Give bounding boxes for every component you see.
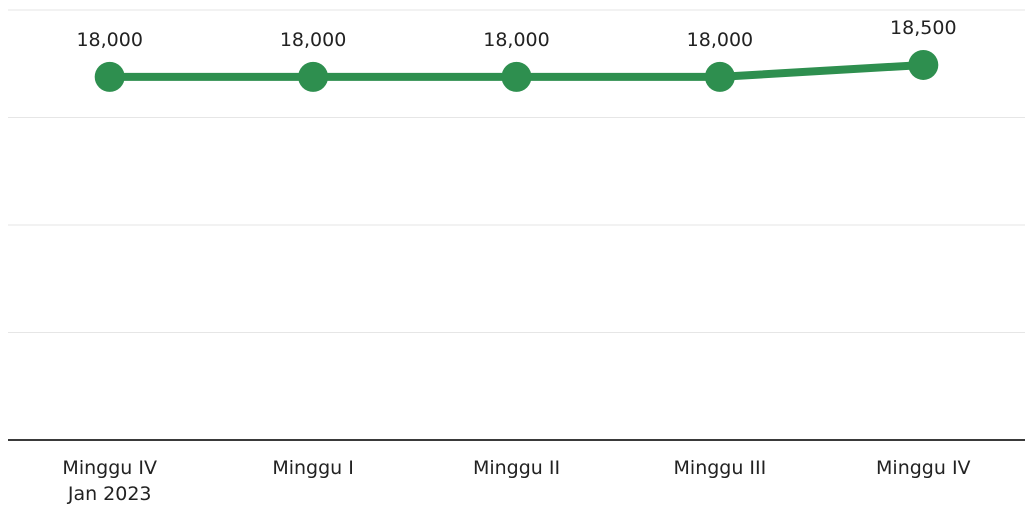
x-tick-label: Minggu II <box>472 457 561 479</box>
marker <box>908 49 939 80</box>
data-label: 18,000 <box>280 29 346 51</box>
x-tick-label: Minggu IV Jan 2023 <box>62 457 157 505</box>
data-label: 18,000 <box>76 29 142 51</box>
data-label: 18,500 <box>890 17 956 39</box>
marker <box>94 61 125 92</box>
marker <box>704 61 735 92</box>
marker <box>298 61 329 92</box>
x-tick-label: Minggu III <box>673 457 767 479</box>
x-tick-label: Minggu I <box>272 457 354 479</box>
marker <box>501 61 532 92</box>
data-label: 18,000 <box>483 29 549 51</box>
data-label: 18,000 <box>687 29 753 51</box>
x-tick-label: Minggu IV <box>876 457 971 479</box>
